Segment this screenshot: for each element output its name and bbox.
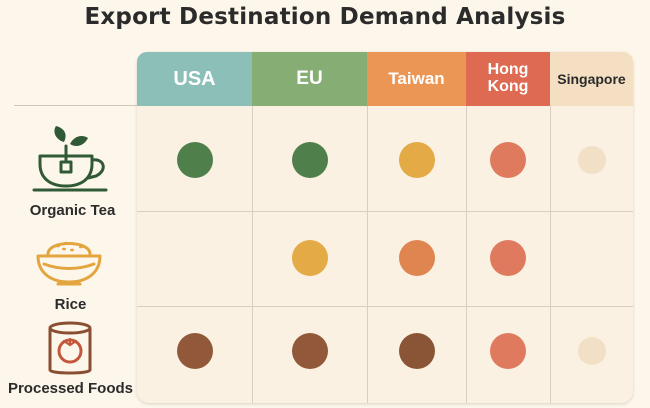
demand-dot-processed-foods-hong-kong bbox=[490, 333, 526, 369]
row-label-organic-tea: Organic Tea bbox=[29, 202, 116, 219]
row-label-rice: Rice bbox=[54, 296, 87, 313]
demand-dot-rice-taiwan bbox=[398, 240, 435, 276]
rice-bowl-icon bbox=[36, 241, 102, 286]
demand-dot-organic-tea-eu bbox=[291, 142, 328, 178]
column-header-usa: USA bbox=[137, 52, 252, 106]
column-header-hong-kong: Hong Kong bbox=[466, 52, 550, 106]
column-header-singapore: Singapore bbox=[550, 52, 633, 106]
grid-vline bbox=[367, 106, 368, 403]
grid-vline bbox=[550, 106, 551, 403]
grid-vline bbox=[252, 106, 253, 403]
demand-dot-organic-tea-usa bbox=[176, 142, 213, 178]
column-header-taiwan: Taiwan bbox=[367, 52, 466, 106]
demand-dot-organic-tea-hong-kong bbox=[490, 142, 526, 178]
grid-vline bbox=[466, 106, 467, 403]
chart-title: Export Destination Demand Analysis bbox=[84, 4, 566, 30]
demand-dot-rice-eu bbox=[291, 240, 328, 276]
demand-dot-processed-foods-taiwan bbox=[398, 333, 435, 369]
column-header-eu: EU bbox=[252, 52, 367, 106]
demand-dot-organic-tea-singapore bbox=[577, 146, 606, 174]
grid-hline bbox=[137, 306, 633, 307]
row-label-processed-foods: Processed Foods bbox=[7, 380, 134, 397]
demand-dot-processed-foods-eu bbox=[291, 333, 328, 369]
tomato-can-icon bbox=[48, 321, 92, 375]
tea-cup-icon bbox=[32, 126, 108, 192]
demand-dot-rice-hong-kong bbox=[490, 240, 526, 276]
demand-dot-organic-tea-taiwan bbox=[398, 142, 435, 178]
demand-dot-processed-foods-usa bbox=[176, 333, 213, 369]
demand-dot-processed-foods-singapore bbox=[577, 337, 606, 365]
grid-hline bbox=[137, 211, 633, 212]
